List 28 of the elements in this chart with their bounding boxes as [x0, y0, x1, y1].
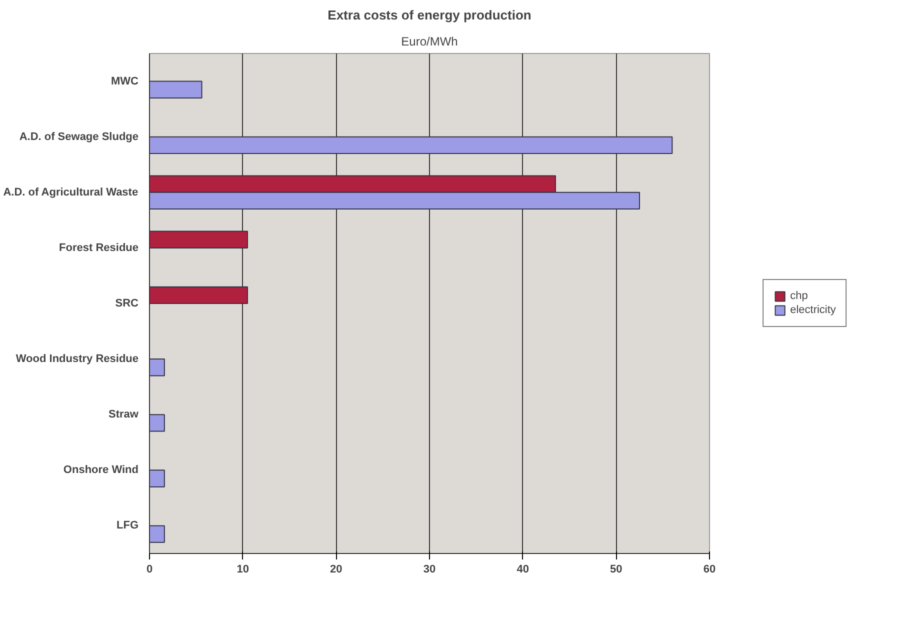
- y-tick-label: MWC: [111, 75, 139, 88]
- y-tick-label: A.D. of Sewage Sludge: [19, 130, 139, 143]
- bar: [150, 525, 165, 543]
- bar: [150, 470, 165, 488]
- bar: [150, 136, 673, 154]
- x-tick-label: 20: [330, 564, 342, 576]
- bar: [150, 230, 248, 248]
- chart-subtitle: Euro/MWh: [401, 34, 458, 48]
- bar: [150, 414, 165, 432]
- x-tick-label: 60: [703, 564, 716, 576]
- x-tick-label: 50: [610, 564, 622, 576]
- y-tick-label: SRC: [115, 298, 139, 310]
- y-tick-label: Onshore Wind: [63, 464, 139, 476]
- bar: [150, 286, 248, 304]
- x-tick-label: 0: [146, 564, 153, 576]
- legend-label: chp: [790, 290, 809, 302]
- chart-title: Extra costs of energy production: [328, 8, 532, 22]
- y-tick-label: Forest Residue: [59, 242, 139, 254]
- y-tick-label: A.D. of Agricultural Waste: [3, 186, 138, 198]
- x-tick-label: 10: [236, 564, 249, 576]
- y-tick-label: Wood Industry Residue: [16, 353, 138, 366]
- bar: [150, 80, 202, 98]
- y-tick-label: LFG: [116, 520, 139, 532]
- legend-label: electricity: [790, 304, 836, 316]
- bar: [150, 358, 165, 376]
- x-tick-label: 30: [423, 564, 436, 576]
- y-tick-label: Straw: [108, 408, 139, 421]
- x-tick-label: 40: [516, 564, 529, 576]
